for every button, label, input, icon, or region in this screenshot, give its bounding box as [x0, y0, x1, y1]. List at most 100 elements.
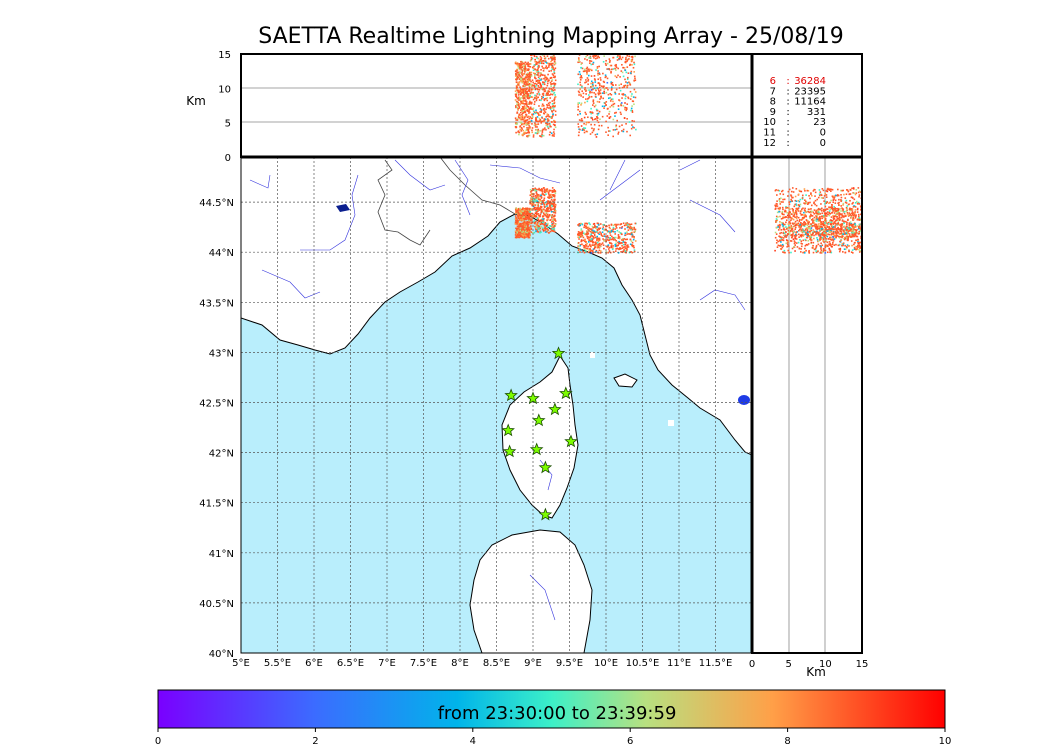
lightning-point [516, 219, 519, 221]
station-marker [502, 444, 517, 458]
lightning-point-side [782, 232, 785, 234]
lightning-point [521, 222, 524, 225]
lightning-point-altitude [577, 90, 580, 93]
lightning-point-altitude [596, 113, 599, 115]
lightning-point-altitude [526, 63, 528, 66]
lightning-point-altitude [633, 126, 635, 129]
lightning-point [585, 241, 587, 243]
lightning-point [531, 203, 533, 206]
lightning-point [528, 213, 531, 216]
lightning-point-side [807, 239, 810, 242]
lightning-point [587, 251, 590, 254]
lightning-point-side [832, 217, 835, 220]
lightning-point-side [829, 208, 832, 210]
lightning-point [538, 214, 540, 217]
lightning-point-altitude [520, 127, 523, 129]
lightning-point [621, 239, 623, 241]
lightning-point [624, 245, 626, 248]
lightning-point [520, 217, 522, 219]
lightning-point [596, 239, 598, 242]
lightning-point-side [816, 217, 819, 220]
lightning-point-side [815, 212, 818, 215]
lightning-point-altitude [526, 128, 529, 130]
lightning-point [629, 225, 631, 227]
lightning-point-altitude [542, 62, 545, 65]
lightning-point [536, 217, 538, 219]
lightning-point-altitude [522, 92, 524, 94]
lightning-point-side [832, 196, 834, 199]
lightning-point-side [807, 223, 810, 225]
lightning-point [523, 235, 526, 238]
lightning-point-side [787, 240, 790, 243]
lightning-point [586, 235, 588, 238]
lightning-point-side [841, 242, 844, 245]
lightning-point [615, 236, 617, 239]
station-count-sep: : [786, 117, 789, 128]
lightning-point [534, 195, 537, 197]
lightning-point-side [782, 239, 785, 242]
lightning-point-side [784, 235, 786, 238]
lightning-point-side [806, 244, 809, 246]
lightning-point-altitude [546, 113, 549, 116]
lightning-point-altitude [614, 67, 616, 70]
lightning-point-altitude [529, 101, 532, 104]
lightning-point-side [786, 245, 788, 248]
lightning-point-side [826, 235, 829, 238]
lightning-point-altitude [546, 84, 549, 87]
lightning-point-altitude [599, 79, 602, 81]
lightning-point-side [818, 208, 821, 211]
lightning-point-altitude [526, 105, 529, 108]
lightning-point-side [824, 227, 827, 229]
lightning-point-side [857, 187, 860, 189]
lightning-point-altitude [549, 131, 551, 134]
lightning-point-altitude [529, 74, 531, 77]
lightning-point-altitude [545, 128, 547, 131]
lightning-point-side [777, 229, 780, 231]
lightning-point [623, 249, 625, 251]
lightning-point-side [782, 222, 784, 225]
lightning-point-side [859, 225, 861, 227]
lightning-point-altitude [607, 88, 609, 91]
lightning-point-side [782, 208, 784, 211]
lightning-point [545, 203, 548, 206]
lightning-point-altitude [612, 84, 615, 86]
lightning-point-altitude [626, 59, 629, 61]
lightning-point-side [819, 191, 822, 193]
lightning-point-side [847, 238, 849, 241]
river [249, 159, 446, 299]
lightning-point [531, 217, 534, 220]
lightning-point-altitude [520, 92, 522, 95]
lightning-point [548, 190, 551, 192]
lightning-point [545, 215, 548, 218]
lightning-point [594, 236, 597, 239]
lightning-point-side [823, 233, 826, 236]
lightning-point-side [824, 200, 827, 203]
lightning-point-altitude [534, 126, 537, 128]
lightning-point-side [812, 190, 815, 192]
lightning-point [553, 209, 556, 211]
lightning-point-side [787, 190, 790, 193]
lightning-point-altitude [592, 102, 595, 104]
lightning-point-side [810, 234, 813, 237]
lightning-point-altitude [631, 56, 634, 59]
lightning-point-side [803, 252, 806, 254]
lightning-point-altitude [535, 120, 538, 122]
lightning-point [528, 223, 531, 225]
lightning-point [553, 215, 556, 217]
lightning-point-side [780, 201, 783, 203]
lightning-point-altitude [623, 67, 626, 69]
lightning-point-side [828, 247, 831, 250]
lightning-point-side [797, 241, 800, 244]
side-km-ticks: 0 5 10 15 [749, 659, 869, 670]
lightning-point-altitude [596, 67, 599, 70]
lightning-point-altitude [545, 61, 547, 63]
lightning-point-side [824, 225, 826, 227]
lightning-point-altitude [553, 76, 556, 79]
lightning-point-altitude [592, 82, 594, 84]
lightning-point [519, 218, 522, 221]
lightning-point-altitude [519, 117, 522, 119]
lightning-point [631, 251, 634, 254]
station-marker [538, 507, 553, 521]
side-km-tick-label: 0 [749, 659, 755, 670]
lightning-point [543, 191, 546, 194]
